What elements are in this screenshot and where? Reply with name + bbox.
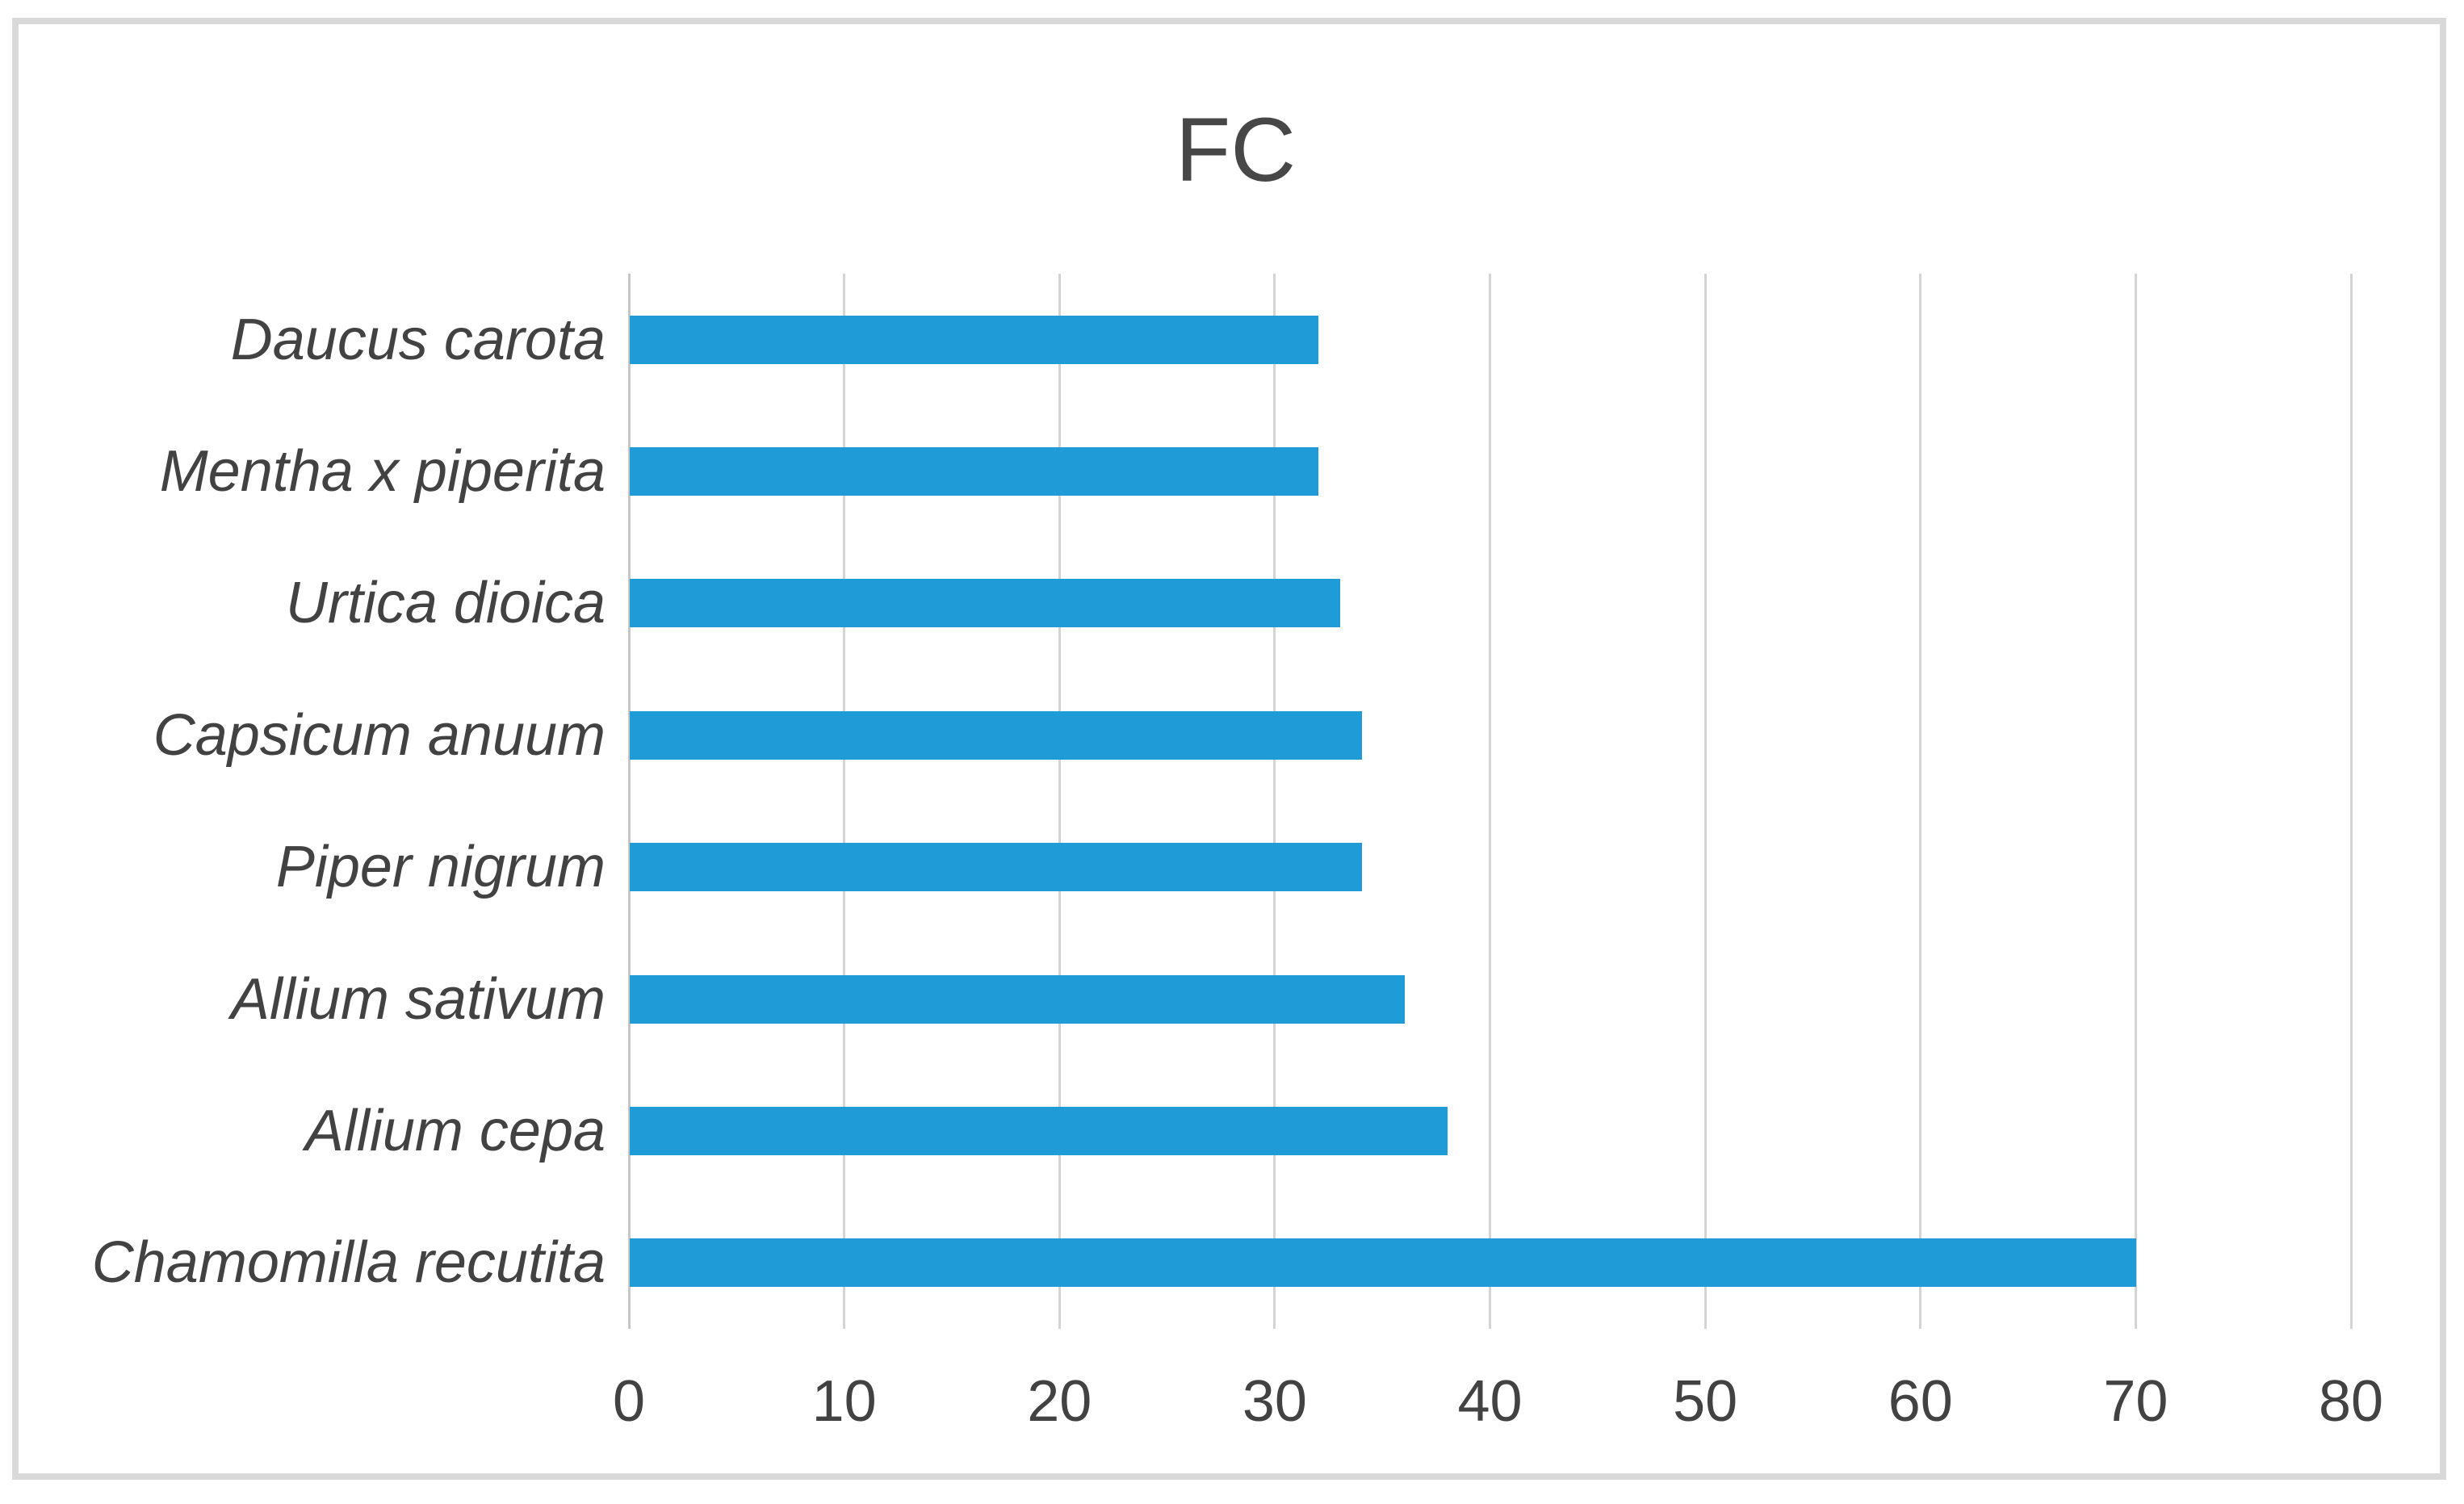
gridline	[1703, 274, 1707, 1329]
plot-area	[627, 274, 2353, 1329]
gridline	[2134, 274, 2137, 1329]
x-tick-label: 70	[2103, 1369, 2169, 1434]
x-tick-label: 60	[1888, 1369, 1953, 1434]
x-tick-label: 20	[1027, 1369, 1092, 1434]
category-label: Allium sativum	[230, 966, 606, 1032]
value-axis-line	[627, 274, 631, 1329]
gridline	[1919, 274, 1922, 1329]
bar	[630, 710, 1362, 760]
bar	[630, 447, 1319, 496]
bar	[630, 1238, 2137, 1288]
bar	[630, 315, 1319, 364]
bar	[630, 579, 1340, 628]
category-label: Mentha x piperita	[159, 439, 606, 505]
category-label: Urtica dioica	[285, 571, 606, 636]
category-label: Daucus carota	[230, 307, 606, 372]
gridline	[1058, 274, 1061, 1329]
category-label: Piper nigrum	[275, 835, 606, 900]
gridline	[2349, 274, 2353, 1329]
bar	[630, 843, 1362, 892]
gridline	[843, 274, 846, 1329]
gridline	[1489, 274, 1491, 1329]
x-tick-label: 50	[1673, 1369, 1738, 1434]
x-tick-label: 10	[811, 1369, 877, 1434]
bar	[630, 1106, 1448, 1155]
x-tick-label: 40	[1457, 1369, 1523, 1434]
gridline	[1273, 274, 1276, 1329]
x-tick-label: 80	[2318, 1369, 2384, 1434]
chart-title: FC	[1175, 99, 1297, 200]
x-tick-label: 30	[1242, 1369, 1307, 1434]
x-tick-label: 0	[612, 1369, 646, 1434]
category-label: Chamomilla recutita	[91, 1230, 606, 1296]
category-label: Allium cepa	[304, 1098, 606, 1163]
bar	[630, 974, 1405, 1024]
category-label: Capsicum anuum	[153, 702, 606, 768]
